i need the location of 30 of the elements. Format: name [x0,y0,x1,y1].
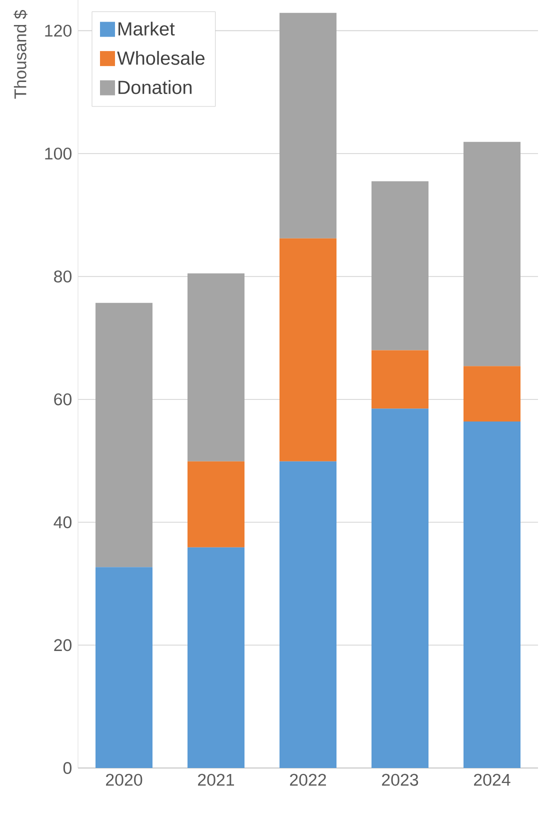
y-tick-label: 0 [63,762,72,774]
bar [188,547,244,768]
bar [464,421,521,768]
x-tick-label: 2023 [382,774,418,786]
y-tick-label: 100 [45,148,72,160]
bar [280,461,336,768]
y-tick-label: 80 [54,270,72,282]
legend-label: Donation [118,80,192,94]
x-tick-label: 2024 [474,774,510,786]
x-tick-label: 2020 [106,774,142,786]
x-tick-label: 2022 [290,774,326,786]
bar [188,461,244,548]
legend-label: Wholesale [117,50,205,65]
x-tick-label: 2021 [198,774,234,786]
bar [372,408,429,768]
bar [464,142,521,366]
y-tick-label: 20 [54,639,72,652]
y-axis-title: Thousand $ [14,10,28,99]
bar [280,238,336,462]
bar [464,366,521,422]
legend-label: Market [118,22,175,36]
y-tick-label: 60 [54,393,72,406]
bar [372,181,429,350]
y-tick-label: 120 [45,24,72,37]
bar [96,567,152,768]
bar [372,350,429,409]
bar [280,12,336,238]
bar [96,302,152,568]
bar [188,273,244,462]
y-tick-label: 40 [54,516,72,528]
